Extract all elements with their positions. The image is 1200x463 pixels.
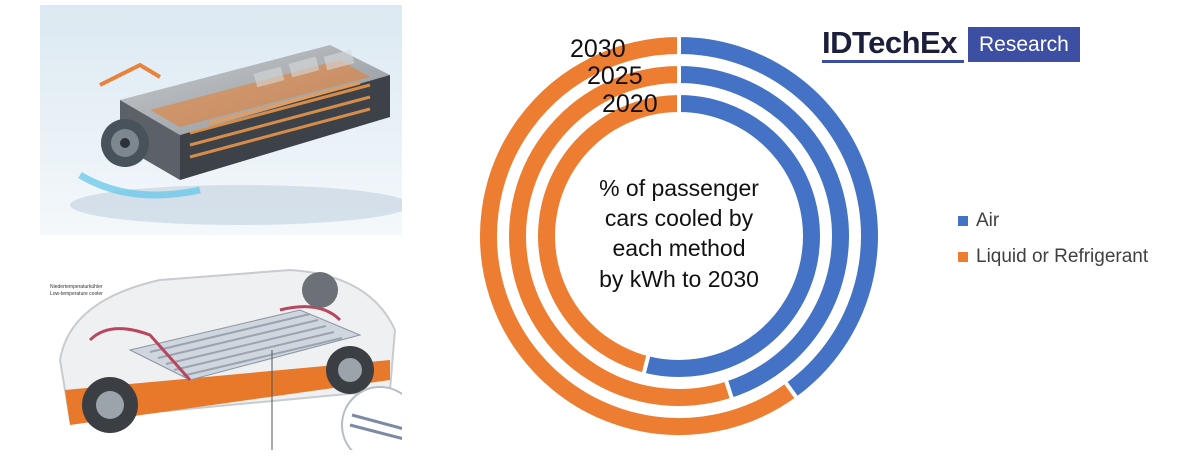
legend-item-air: Air [958,203,1148,239]
legend-label-air: Air [976,210,1000,231]
ring-label-2020: 2020 [602,90,658,118]
donut-rings [476,32,882,439]
center-text-line-2: cars cooled by [605,205,754,231]
legend-swatch-air [958,216,968,226]
legend-swatch-liquid [958,252,968,262]
chart-legend: Air Liquid or Refrigerant [958,203,1148,275]
idtechex-logo: IDTechEx Research [822,26,1080,63]
callout-line-2: Low-temperature cooler [50,291,103,297]
center-text: % of passenger cars cooled by each metho… [599,175,759,292]
ring-2025-liquid-segment [505,61,735,410]
battery-pack-photo [40,5,402,235]
center-text-line-3: each method [613,235,746,261]
donut-chart: 2030 2025 2020 % of passenger cars coole… [476,32,882,439]
center-text-line-4: by kWh to 2030 [599,266,759,292]
center-text-line-1: % of passenger [599,175,759,201]
ring-labels: 2030 2025 2020 [570,35,658,118]
ring-2030-liquid-segment [476,32,800,439]
legend-item-liquid: Liquid or Refrigerant [958,239,1148,275]
ring-label-2030: 2030 [570,35,626,63]
legend-label-liquid: Liquid or Refrigerant [976,246,1149,267]
logo-badge: Research [967,27,1080,62]
ring-label-2025: 2025 [587,62,643,90]
ev-chassis-photo: Niedertemperaturkühler Low-temperature c… [40,240,402,450]
ev-chassis-illustration: Niedertemperaturkühler Low-temperature c… [40,240,402,450]
callout-line-1: Niedertemperaturkühler [50,284,103,290]
ring-2020-liquid-segment [534,90,681,377]
logo-brand: IDTechEx [822,26,964,63]
battery-pack-illustration [40,5,402,235]
